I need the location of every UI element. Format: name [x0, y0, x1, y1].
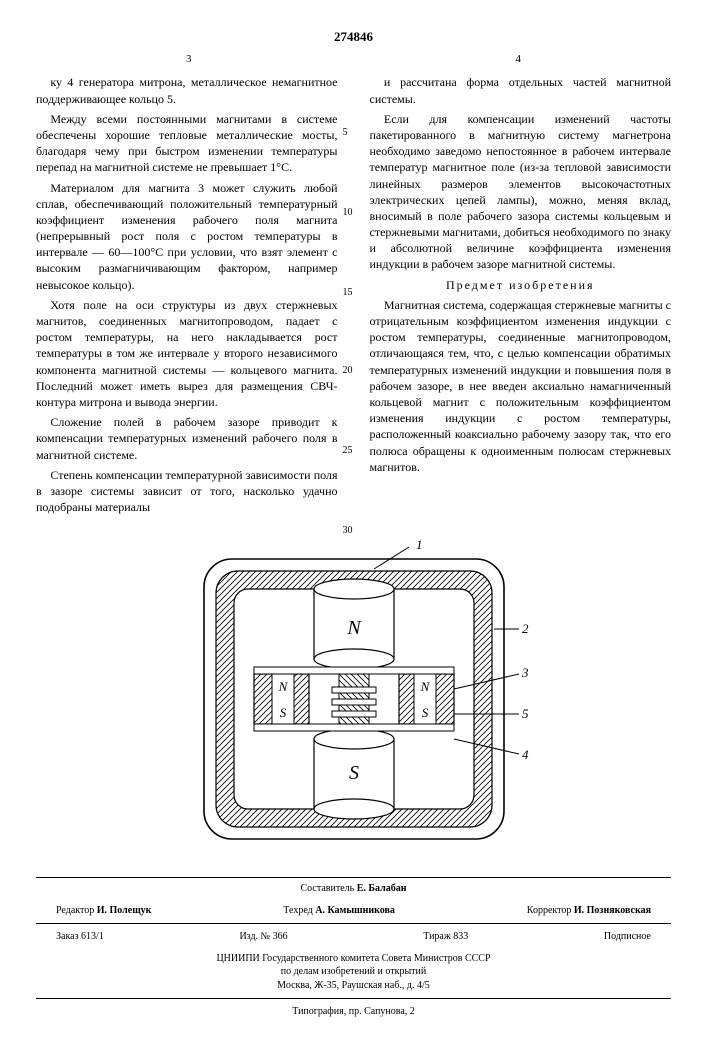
paragraph: Между всеми постоянными магнитами в сист…: [36, 111, 338, 176]
paragraph: и рассчитана форма отдельных частей магн…: [370, 74, 672, 106]
svg-text:S: S: [421, 705, 428, 720]
paragraph: Материалом для магнита 3 может служить л…: [36, 180, 338, 293]
right-column: 5 10 15 20 25 30 и рассчитана форма отде…: [356, 74, 672, 519]
order-number: Заказ 613/1: [56, 930, 104, 944]
subject-heading: Предмет изобретения: [370, 277, 672, 293]
document-number: 274846: [36, 28, 671, 46]
callout-5: 5: [522, 706, 529, 721]
svg-text:N: N: [419, 679, 430, 694]
figure: N S N S N S 1 2 3 5 4: [164, 539, 544, 859]
line-number: 25: [343, 444, 353, 458]
pole-label-s: S: [349, 762, 359, 784]
line-number: 30: [343, 524, 353, 538]
tirazh: Тираж 833: [423, 930, 468, 944]
typography: Типография, пр. Сапунова, 2: [36, 1001, 671, 1023]
org-line-1: ЦНИИПИ Государственного комитета Совета …: [216, 953, 490, 964]
svg-text:S: S: [279, 705, 286, 720]
callout-2: 2: [522, 621, 529, 636]
callout-4: 4: [522, 747, 529, 762]
izd-number: Изд. № 366: [239, 930, 287, 944]
paragraph: Если для компенсации изменений частоты п…: [370, 111, 672, 273]
text-columns: ку 4 генератора митрона, металлическое н…: [36, 74, 671, 519]
page-left: 3: [186, 52, 192, 67]
svg-text:N: N: [277, 679, 288, 694]
editor-label: Редактор: [56, 905, 94, 916]
paragraph: ку 4 генератора митрона, металлическое н…: [36, 74, 338, 106]
address: Москва, Ж-35, Раушская наб., д. 4/5: [277, 980, 430, 991]
page-right: 4: [516, 52, 522, 67]
footer: Составитель Е. Балабан Редактор И. Полещ…: [36, 877, 671, 1023]
line-number: 5: [343, 126, 348, 140]
paragraph: Магнитная система, содержащая стержневые…: [370, 297, 672, 475]
paragraph: Сложение полей в рабочем зазоре приводит…: [36, 414, 338, 463]
page-numbers: 3 4: [36, 52, 671, 67]
callout-3: 3: [521, 665, 529, 680]
org-line-2: по делам изобретений и открытий: [281, 966, 427, 977]
corr-label: Корректор: [527, 905, 572, 916]
paragraph: Хотя поле на оси структуры из двух стерж…: [36, 297, 338, 410]
left-column: ку 4 генератора митрона, металлическое н…: [36, 74, 338, 519]
line-number: 15: [343, 286, 353, 300]
editor-name: И. Полещук: [97, 905, 152, 916]
corr-name: И. Позняковская: [574, 905, 651, 916]
tech-label: Техред: [283, 905, 312, 916]
paragraph: Степень компенсации температурной зависи…: [36, 467, 338, 516]
pole-label-n: N: [346, 617, 362, 639]
line-number: 20: [343, 364, 353, 378]
tech-name: А. Камышникова: [315, 905, 395, 916]
sign: Подписное: [604, 930, 651, 944]
compiler-name: Е. Балабан: [357, 883, 407, 894]
compiler-label: Составитель: [301, 883, 355, 894]
callout-1: 1: [416, 539, 423, 552]
line-number: 10: [343, 206, 353, 220]
